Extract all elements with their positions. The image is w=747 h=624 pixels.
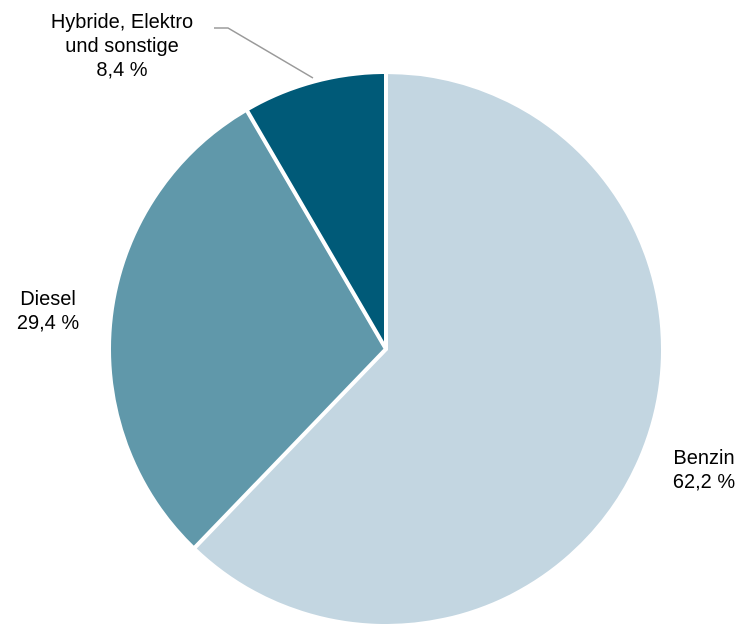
labels-layer: Benzin 62,2 % Diesel 29,4 % Hybride, Elektro… <box>17 11 735 493</box>
pie-slice-diesel <box>107 107 388 551</box>
slices-layer <box>107 70 665 624</box>
slice-name-label: Benzin <box>673 447 734 469</box>
slice-label-hybride-elektro-und-sonstige: Hybride, Elektro und sonstige 8,4 % <box>51 11 193 81</box>
slice-name-label: Diesel <box>20 288 76 310</box>
slice-value-label: 29,4 % <box>17 312 79 334</box>
leader-lines-layer <box>214 27 314 79</box>
slice-label-diesel: Diesel 29,4 % <box>17 288 79 334</box>
slice-value-label: 62,2 % <box>673 471 735 493</box>
pie-slice-hybride-elektro-und-sonstige <box>244 70 388 351</box>
leader-line-hybride-elektro-und-sonstige <box>214 27 314 79</box>
slice-name-label: Hybride, Elektro <box>51 11 193 33</box>
pie-slice-benzin <box>191 70 665 624</box>
slice-value-label: 8,4 % <box>96 59 147 81</box>
slice-name-label: und sonstige <box>65 35 178 57</box>
slice-label-benzin: Benzin 62,2 % <box>673 447 735 493</box>
